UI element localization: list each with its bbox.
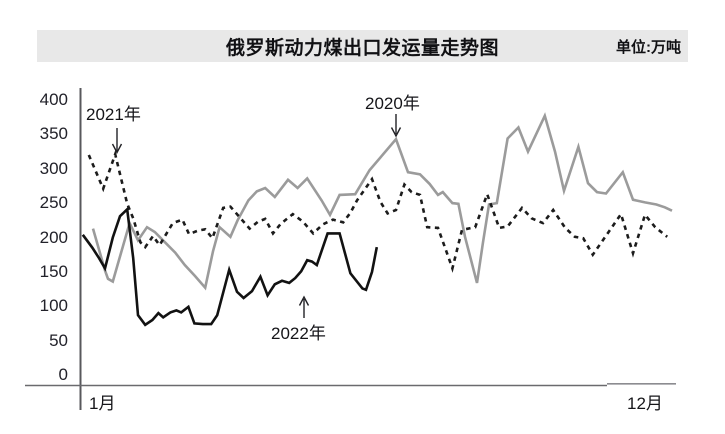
y-tick-label: 50 <box>49 330 68 350</box>
y-tick-label: 350 <box>39 124 68 144</box>
arrow-down-icon <box>390 114 402 138</box>
x-axis-label-end: 12月 <box>627 394 663 413</box>
series-label-2022: 2022年 <box>271 324 326 343</box>
chart-header: 俄罗斯动力煤出口发运量走势图 单位:万吨 <box>37 30 688 62</box>
chart-title: 俄罗斯动力煤出口发运量走势图 <box>225 37 499 59</box>
y-tick-label: 200 <box>39 227 68 247</box>
y-tick-label: 0 <box>58 365 68 384</box>
x-axis-label-start: 1月 <box>89 394 116 413</box>
arrow-down-icon <box>111 128 123 154</box>
series-line-2021年 <box>87 149 669 273</box>
y-tick-label: 250 <box>39 193 68 213</box>
y-tick-label: 400 <box>39 90 68 109</box>
series-line-2022年 <box>81 206 379 327</box>
series-label-2020: 2020年 <box>365 94 420 113</box>
y-tick-label: 300 <box>39 158 68 178</box>
series-layer <box>81 112 673 327</box>
y-tick-label: 100 <box>39 296 68 316</box>
series-label-2021: 2021年 <box>86 105 141 124</box>
arrow-up-icon <box>298 295 310 318</box>
series-line-2020年 <box>91 112 673 291</box>
unit-label: 单位:万吨 <box>616 39 681 56</box>
y-tick-label: 150 <box>39 261 68 281</box>
